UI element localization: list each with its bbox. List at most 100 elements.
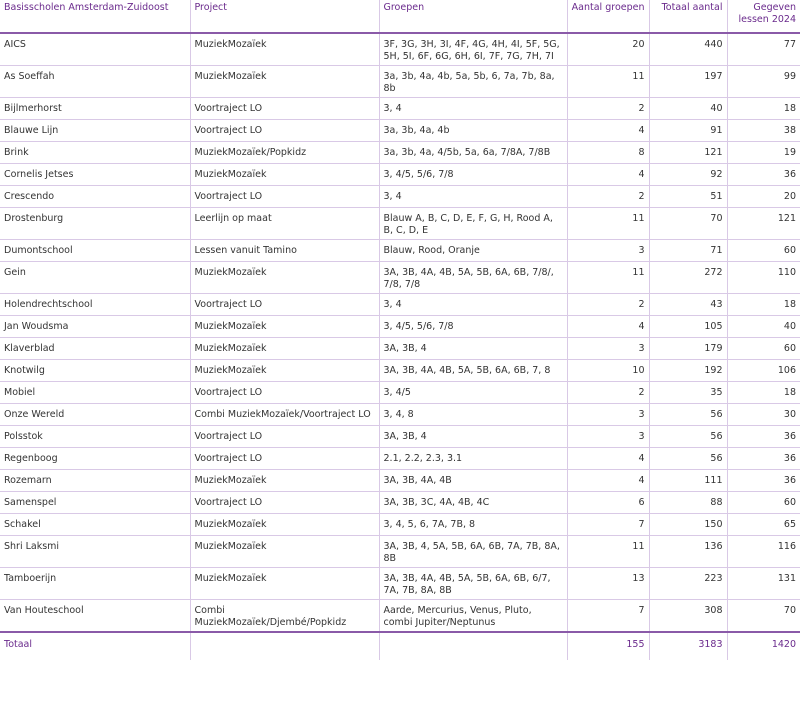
cell-gegeven-lessen: 131 xyxy=(726,567,800,600)
cell-school: As Soeffah xyxy=(0,65,190,98)
cell-groepen: 3A, 3B, 4A, 4B, 5A, 5B, 6A, 6B, 7, 8 xyxy=(378,359,567,382)
cell-school: Blauwe Lijn xyxy=(0,119,190,142)
cell-totaal-aantal: 105 xyxy=(648,315,727,338)
cell-project: MuziekMozaïek xyxy=(189,315,379,338)
cell-totaal-aantal: 40 xyxy=(648,97,727,120)
cell-gegeven-lessen: 19 xyxy=(726,141,800,164)
cell-school: Cornelis Jetses xyxy=(0,163,190,186)
cell-groepen: 3, 4, 8 xyxy=(378,403,567,426)
cell-school: Klaverblad xyxy=(0,337,190,360)
cell-school: Holendrechtschool xyxy=(0,293,190,316)
header-aantal-groepen: Aantal groepen xyxy=(566,0,649,34)
cell-totaal-aantal: 88 xyxy=(648,491,727,514)
cell-totaal-aantal: 111 xyxy=(648,469,727,492)
cell-school: Regenboog xyxy=(0,447,190,470)
cell-totaal-aantal: 91 xyxy=(648,119,727,142)
cell-gegeven-lessen: 110 xyxy=(726,261,800,294)
cell-totaal-aantal: 35 xyxy=(648,381,727,404)
cell-aantal-groepen: 3 xyxy=(566,425,649,448)
cell-school: Mobiel xyxy=(0,381,190,404)
table-row: Holendrechtschool Voortraject LO 3, 4 2 43 18 xyxy=(0,293,800,316)
cell-school: Crescendo xyxy=(0,185,190,208)
cell-aantal-groepen: 3 xyxy=(566,239,649,262)
cell-aantal-groepen: 3 xyxy=(566,337,649,360)
cell-project: Voortraject LO xyxy=(189,185,379,208)
cell-project: Voortraject LO xyxy=(189,425,379,448)
cell-totaal-aantal: 192 xyxy=(648,359,727,382)
cell-project: MuziekMozaïek xyxy=(189,513,379,536)
cell-totaal-aantal: 197 xyxy=(648,65,727,98)
cell-groepen: 3a, 3b, 4a, 4b xyxy=(378,119,567,142)
cell-groepen: 3, 4, 5, 6, 7A, 7B, 8 xyxy=(378,513,567,536)
table-row: Drostenburg Leerlijn op maat Blauw A, B, C… xyxy=(0,207,800,240)
cell-aantal-groepen: 11 xyxy=(566,207,649,240)
table-row: Tamboerijn MuziekMozaïek 3A, 3B, 4A, 4B, 5… xyxy=(0,567,800,600)
table-row: Regenboog Voortraject LO 2.1, 2.2, 2.3, 3.… xyxy=(0,447,800,470)
footer-gegeven-lessen: 1420 xyxy=(726,631,800,660)
cell-groepen: 3A, 3B, 4A, 4B, 5A, 5B, 6A, 6B, 6/7, 7A,… xyxy=(378,567,567,600)
cell-gegeven-lessen: 36 xyxy=(726,163,800,186)
cell-school: Brink xyxy=(0,141,190,164)
cell-gegeven-lessen: 30 xyxy=(726,403,800,426)
table-row: Polsstok Voortraject LO 3A, 3B, 4 3 56 36 xyxy=(0,425,800,448)
cell-aantal-groepen: 11 xyxy=(566,535,649,568)
cell-aantal-groepen: 3 xyxy=(566,403,649,426)
cell-project: MuziekMozaïek xyxy=(189,359,379,382)
cell-school: AICS xyxy=(0,33,190,66)
cell-aantal-groepen: 7 xyxy=(566,599,649,633)
cell-aantal-groepen: 6 xyxy=(566,491,649,514)
header-totaal-aantal: Totaal aantal xyxy=(648,0,727,34)
cell-school: Drostenburg xyxy=(0,207,190,240)
cell-totaal-aantal: 92 xyxy=(648,163,727,186)
cell-totaal-aantal: 43 xyxy=(648,293,727,316)
header-school: Basisscholen Amsterdam-Zuidoost xyxy=(0,0,190,34)
cell-groepen: 2.1, 2.2, 2.3, 3.1 xyxy=(378,447,567,470)
cell-school: Schakel xyxy=(0,513,190,536)
table-row: Knotwilg MuziekMozaïek 3A, 3B, 4A, 4B, 5A,… xyxy=(0,359,800,382)
table-row: Brink MuziekMozaïek/Popkidz 3a, 3b, 4a, 4/… xyxy=(0,141,800,164)
cell-gegeven-lessen: 18 xyxy=(726,381,800,404)
cell-gegeven-lessen: 60 xyxy=(726,239,800,262)
cell-groepen: Blauw, Rood, Oranje xyxy=(378,239,567,262)
cell-project: MuziekMozaïek xyxy=(189,337,379,360)
cell-aantal-groepen: 4 xyxy=(566,469,649,492)
cell-gegeven-lessen: 70 xyxy=(726,599,800,633)
cell-school: Bijlmerhorst xyxy=(0,97,190,120)
footer-empty-groepen xyxy=(378,631,567,660)
cell-aantal-groepen: 4 xyxy=(566,315,649,338)
cell-gegeven-lessen: 60 xyxy=(726,337,800,360)
cell-gegeven-lessen: 99 xyxy=(726,65,800,98)
table-row: Van Houteschool Combi MuziekMozaïek/Djemb… xyxy=(0,599,800,633)
table-row: Bijlmerhorst Voortraject LO 3, 4 2 40 18 xyxy=(0,97,800,120)
cell-project: Voortraject LO xyxy=(189,119,379,142)
cell-totaal-aantal: 272 xyxy=(648,261,727,294)
cell-project: Combi MuziekMozaïek/Voortraject LO xyxy=(189,403,379,426)
cell-project: Voortraject LO xyxy=(189,97,379,120)
cell-school: Shri Laksmi xyxy=(0,535,190,568)
cell-groepen: 3, 4/5 xyxy=(378,381,567,404)
cell-groepen: 3, 4 xyxy=(378,97,567,120)
table-footer: Totaal 155 3183 1420 xyxy=(0,631,800,660)
cell-school: Onze Wereld xyxy=(0,403,190,426)
cell-groepen: 3, 4 xyxy=(378,293,567,316)
table-header: Basisscholen Amsterdam-Zuidoost Project … xyxy=(0,0,800,34)
cell-groepen: 3a, 3b, 4a, 4b, 5a, 5b, 6, 7a, 7b, 8a, 8… xyxy=(378,65,567,98)
table-row: Jan Woudsma MuziekMozaïek 3, 4/5, 5/6, 7/8… xyxy=(0,315,800,338)
cell-aantal-groepen: 11 xyxy=(566,261,649,294)
cell-gegeven-lessen: 60 xyxy=(726,491,800,514)
cell-groepen: Aarde, Mercurius, Venus, Pluto, combi Ju… xyxy=(378,599,567,633)
cell-totaal-aantal: 56 xyxy=(648,425,727,448)
cell-totaal-aantal: 56 xyxy=(648,403,727,426)
table-row: Samenspel Voortraject LO 3A, 3B, 3C, 4A, 4… xyxy=(0,491,800,514)
cell-gegeven-lessen: 20 xyxy=(726,185,800,208)
cell-project: MuziekMozaïek xyxy=(189,469,379,492)
cell-totaal-aantal: 56 xyxy=(648,447,727,470)
cell-totaal-aantal: 440 xyxy=(648,33,727,66)
cell-totaal-aantal: 150 xyxy=(648,513,727,536)
cell-school: Polsstok xyxy=(0,425,190,448)
header-project: Project xyxy=(189,0,379,34)
cell-groepen: 3, 4/5, 5/6, 7/8 xyxy=(378,315,567,338)
cell-project: Lessen vanuit Tamino xyxy=(189,239,379,262)
table-row: Mobiel Voortraject LO 3, 4/5 2 35 18 xyxy=(0,381,800,404)
cell-project: MuziekMozaïek xyxy=(189,567,379,600)
